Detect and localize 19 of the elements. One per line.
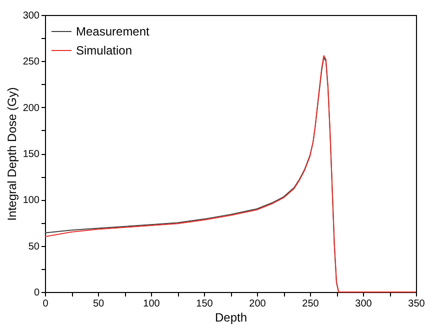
y-tick-label: 50 <box>28 241 40 252</box>
x-tick-label: 250 <box>302 298 320 310</box>
y-tick-label: 100 <box>22 195 40 206</box>
x-tick-label: 150 <box>196 298 214 310</box>
y-tick-label: 0 <box>34 288 40 298</box>
x-axis-title: Depth <box>214 310 248 324</box>
legend-label: Simulation <box>76 44 132 58</box>
y-axis-title: Integral Depth Dose (Gy) <box>4 87 19 221</box>
x-tick-label: 300 <box>355 298 372 310</box>
y-tick-label: 150 <box>22 149 40 160</box>
x-tick-label: 0 <box>42 298 49 310</box>
x-tick-label: 50 <box>92 298 104 310</box>
y-tick-label: 250 <box>22 56 40 68</box>
y-tick-label: 300 <box>22 10 40 22</box>
x-tick-label: 200 <box>249 298 266 310</box>
x-tick-label: 100 <box>143 298 160 310</box>
x-tick-label: 350 <box>408 298 426 310</box>
legend-label: Measurement <box>76 24 150 38</box>
y-tick-label: 200 <box>22 102 40 114</box>
